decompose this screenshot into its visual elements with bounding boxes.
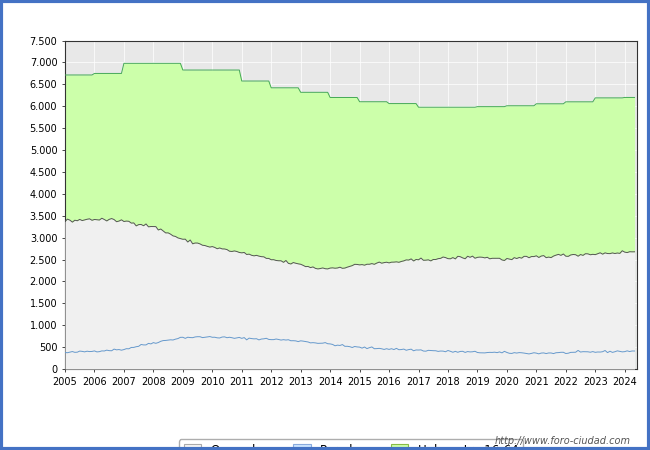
Legend: Ocupados, Parados, Hab. entre 16-64: Ocupados, Parados, Hab. entre 16-64: [179, 439, 523, 450]
Text: http://www.foro-ciudad.com: http://www.foro-ciudad.com: [495, 436, 630, 446]
Text: Pego - Evolucion de la poblacion en edad de Trabajar Mayo de 2024: Pego - Evolucion de la poblacion en edad…: [46, 12, 604, 27]
